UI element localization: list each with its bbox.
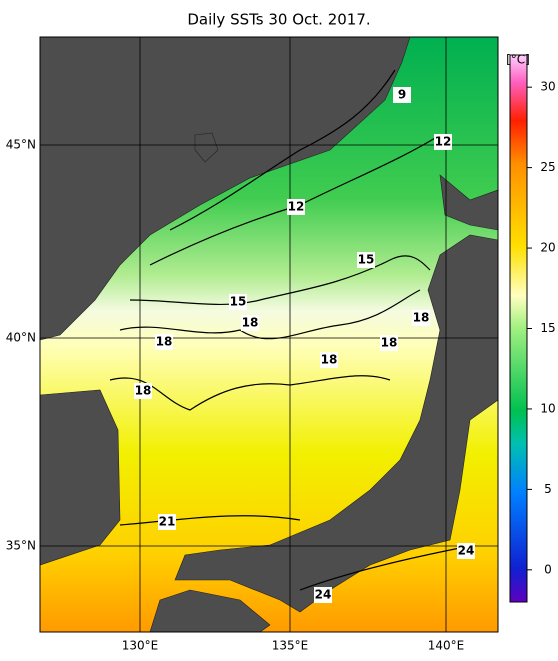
contour-label: 15 xyxy=(358,253,375,267)
contour-label: 24 xyxy=(315,588,332,602)
longitude-label: 130°E xyxy=(122,639,159,653)
latitude-label: 45°N xyxy=(6,138,36,152)
longitude-label: 140°E xyxy=(428,639,465,653)
contour-label-bg xyxy=(393,87,411,103)
contour-label-bg xyxy=(314,587,332,603)
colorbar-tick-label: 25 xyxy=(540,160,555,174)
contour-label: 18 xyxy=(242,316,259,330)
colorbar-tick-label: 0 xyxy=(544,562,552,576)
contour-label: 15 xyxy=(230,295,247,309)
contour-label: 9 xyxy=(398,88,406,102)
latitude-label: 35°N xyxy=(6,539,36,553)
contour-label: 24 xyxy=(458,544,475,558)
contour-label-bg xyxy=(134,383,152,399)
contour-label-bg xyxy=(155,334,173,350)
contour-label-bg xyxy=(320,352,338,368)
contour-label-bg xyxy=(357,252,375,268)
map-frame xyxy=(39,36,499,633)
title: Daily SSTs 30 Oct. 2017. xyxy=(187,11,370,29)
contour-label-bg xyxy=(457,543,475,559)
colorbar-tick-label: 15 xyxy=(540,321,555,335)
contour-label-bg xyxy=(158,514,176,530)
contour-label-bg xyxy=(241,315,259,331)
contour-label-bg xyxy=(412,310,430,326)
contour-label: 12 xyxy=(288,200,305,214)
colorbar-tick-label: 10 xyxy=(540,401,555,415)
contour-label-bg xyxy=(434,134,452,150)
contour-label: 18 xyxy=(321,353,338,367)
longitude-label: 135°E xyxy=(272,639,309,653)
colorbar-tick-label: 20 xyxy=(540,241,555,255)
contour-label: 18 xyxy=(413,311,430,325)
contour-label-bg xyxy=(229,294,247,310)
contour-label: 18 xyxy=(156,335,173,349)
colorbar-tick-label: 5 xyxy=(544,482,552,496)
contour-label-bg xyxy=(380,335,398,351)
latitude-label: 40°N xyxy=(6,331,36,345)
contour-label: 12 xyxy=(435,135,452,149)
colorbar-tick-label: 30 xyxy=(540,80,555,94)
contour-label: 18 xyxy=(135,384,152,398)
contour-label-bg xyxy=(287,199,305,215)
colorbar-unit: [°C] xyxy=(506,53,530,67)
contour-label: 18 xyxy=(381,336,398,350)
contour-label: 21 xyxy=(159,515,176,529)
colorbar xyxy=(509,54,528,603)
map-area xyxy=(40,37,498,632)
